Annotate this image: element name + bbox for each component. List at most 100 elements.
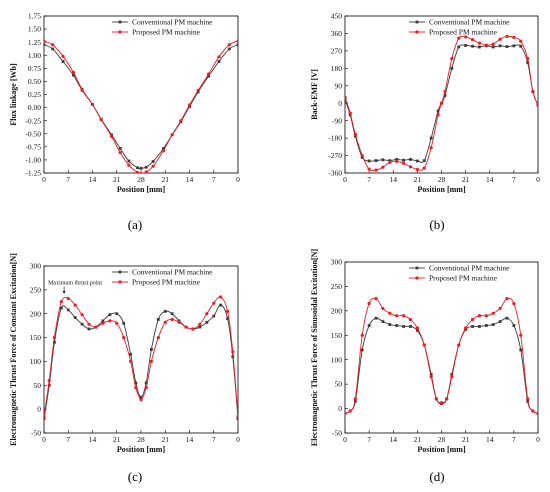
x-tick-label: 21 <box>462 175 470 184</box>
proposed-data-point <box>491 311 495 315</box>
proposed-data-point <box>484 314 488 318</box>
proposed-data-point <box>61 54 65 58</box>
y-tick-label: 100 <box>30 357 42 366</box>
proposed-data-point <box>156 335 160 340</box>
proposed-data-point <box>381 306 385 311</box>
x-tick-label: 21 <box>414 435 422 444</box>
proposed-data-point <box>470 38 475 42</box>
conventional-data-point <box>212 314 216 318</box>
proposed-data-point <box>205 312 209 316</box>
conventional-data-point <box>381 158 385 162</box>
conventional-data-point <box>395 324 399 327</box>
annotation-arrowhead <box>62 291 66 294</box>
proposed-data-point <box>367 301 371 306</box>
x-axis-title: Position [mm] <box>117 445 166 454</box>
y-tick-label: -180 <box>328 134 342 143</box>
conventional-data-point <box>360 156 364 159</box>
conventional-data-point <box>139 166 143 170</box>
conventional-data-point <box>457 45 461 49</box>
proposed-data-point <box>177 320 181 324</box>
conventional-data-point <box>415 329 419 332</box>
proposed-data-point <box>464 326 468 330</box>
proposed-data-point <box>231 350 235 354</box>
proposed-data-point <box>144 170 148 173</box>
proposed-data-point <box>212 301 216 305</box>
x-tick-label: 0 <box>536 175 540 184</box>
x-tick-label: 14 <box>390 175 398 184</box>
x-tick-label: 14 <box>486 435 494 444</box>
proposed-data-point <box>505 297 509 301</box>
legend-label: Conventional PM machine <box>132 268 213 277</box>
conventional-data-point <box>61 60 65 63</box>
proposed-data-point <box>360 153 364 158</box>
proposed-data-point <box>526 57 530 61</box>
conventional-data-point <box>163 309 167 313</box>
x-axis-title: Position [mm] <box>417 445 466 454</box>
legend-label: Conventional PM machine <box>132 18 213 27</box>
x-axis-title: Position [mm] <box>417 185 466 194</box>
proposed-data-point <box>395 159 399 163</box>
proposed-data-point <box>498 306 502 311</box>
conventional-data-point <box>450 66 454 70</box>
conventional-data-point <box>464 44 468 47</box>
proposed-data-point <box>139 398 143 402</box>
y-axis-title: Back-EMF [V] <box>310 69 319 120</box>
proposed-data-point <box>71 70 76 75</box>
x-tick-label: 7 <box>512 435 516 444</box>
proposed-data-point <box>59 300 63 304</box>
conventional-data-point <box>491 323 495 326</box>
conventional-data-point <box>198 325 202 329</box>
proposed-data-point <box>52 335 56 340</box>
y-tick-label: 300 <box>30 262 42 271</box>
y-tick-label: -90 <box>332 116 342 125</box>
conventional-data-point <box>402 325 405 328</box>
y-tick-label: 1.00 <box>28 51 41 60</box>
y-tick-label: 270 <box>331 46 343 55</box>
proposed-data-point <box>519 39 523 43</box>
conventional-data-point <box>381 320 385 324</box>
y-tick-label: -0.50 <box>25 129 41 138</box>
proposed-data-point <box>47 378 51 383</box>
conventional-data-point <box>422 159 426 162</box>
legend-marker <box>415 276 419 280</box>
proposed-data-point <box>531 89 535 94</box>
y-tick-label: -50 <box>31 429 41 438</box>
conventional-data-point <box>491 45 495 49</box>
conventional-data-point <box>144 165 148 169</box>
proposed-data-point <box>457 343 461 347</box>
y-tick-label: -0.25 <box>25 116 41 125</box>
y-tick-label: -1.25 <box>25 169 41 178</box>
proposed-data-point <box>80 313 84 317</box>
conventional-data-point <box>217 60 221 63</box>
conventional-data-point <box>374 159 378 162</box>
plot-frame <box>344 261 539 434</box>
proposed-data-point <box>236 39 238 43</box>
conventional-data-point <box>360 348 364 352</box>
panel-caption: (d) <box>429 469 444 484</box>
proposed-data-point <box>161 148 166 153</box>
y-tick-label: 100 <box>331 355 343 364</box>
proposed-data-point <box>196 88 200 92</box>
legend-marker <box>415 30 419 34</box>
x-tick-label: 0 <box>536 435 540 444</box>
conventional-data-point <box>127 159 131 163</box>
proposed-data-point <box>170 133 174 137</box>
x-tick-label: 7 <box>367 435 371 444</box>
proposed-data-point <box>227 43 231 47</box>
x-tick-label: 14 <box>89 435 97 444</box>
x-tick-label: 0 <box>42 435 46 444</box>
proposed-data-point <box>439 101 444 105</box>
proposed-data-point <box>135 170 140 173</box>
conventional-data-point <box>52 340 56 344</box>
proposed-series-line <box>345 297 538 414</box>
conventional-data-point <box>409 325 412 328</box>
legend-marker <box>118 270 122 274</box>
conventional-data-point <box>498 320 502 324</box>
proposed-data-point <box>401 161 406 165</box>
proposed-data-point <box>151 164 155 168</box>
proposed-data-point <box>226 309 230 313</box>
x-axis-title: Position [mm] <box>117 185 166 194</box>
conventional-data-point <box>526 61 530 64</box>
